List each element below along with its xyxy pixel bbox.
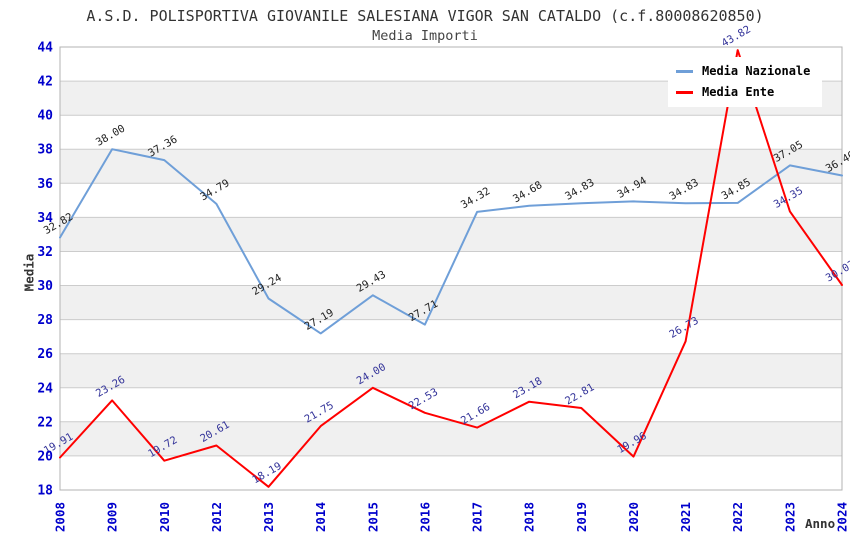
x-tick-label: 2008	[53, 502, 68, 532]
x-tick-label: 2015	[365, 502, 380, 532]
plot-band	[60, 149, 842, 184]
plot-band	[60, 455, 842, 490]
legend: Media Nazionale Media Ente	[668, 57, 823, 107]
series-line-media-nazionale	[59, 148, 843, 335]
plot-band	[60, 353, 842, 388]
x-tick-label: 2022	[730, 502, 745, 532]
x-tick-label: 2012	[209, 502, 224, 532]
plot-band	[60, 217, 842, 252]
x-tick-label: 2020	[626, 502, 641, 532]
y-tick-label: 44	[37, 41, 53, 56]
legend-item-media-nazionale: Media Nazionale	[676, 64, 810, 78]
x-tick-label: 2021	[678, 502, 693, 532]
legend-label: Media Ente	[702, 85, 775, 99]
data-label: 43.82	[720, 23, 753, 49]
x-tick-label: 2014	[313, 502, 328, 532]
y-tick-label: 38	[37, 143, 53, 158]
plot-band	[60, 421, 842, 456]
plot-band	[60, 115, 842, 150]
x-tick-label: 2023	[782, 502, 797, 532]
y-tick-label: 36	[37, 177, 53, 192]
y-tick-label: 40	[37, 109, 53, 124]
y-tick-label: 34	[37, 211, 53, 226]
x-tick-label: 2019	[574, 502, 589, 532]
legend-swatch-blue-line-icon	[676, 69, 693, 73]
x-tick-label: 2016	[417, 502, 432, 532]
chart-title: A.S.D. POLISPORTIVA GIOVANILE SALESIANA …	[86, 7, 764, 25]
y-tick-label: 32	[37, 245, 53, 260]
x-tick-label: 2017	[470, 502, 485, 532]
series-line-media-ente	[59, 49, 843, 488]
x-tick-label: 2013	[261, 502, 276, 532]
plot-border	[59, 46, 843, 491]
y-tick-label: 22	[37, 415, 53, 430]
x-tick-label: 2009	[105, 502, 120, 532]
plot-band	[60, 387, 842, 422]
chart-subtitle: Media Importi	[372, 28, 478, 44]
y-tick-label: 20	[37, 449, 53, 464]
y-tick-label: 26	[37, 347, 53, 362]
legend-label: Media Nazionale	[702, 64, 811, 78]
plot-band	[60, 319, 842, 354]
y-tick-label: 24	[37, 381, 53, 396]
legend-item-media-ente: Media Ente	[676, 85, 810, 99]
legend-swatch-red-line-icon	[676, 90, 693, 94]
y-tick-label: 28	[37, 313, 53, 328]
y-tick-label: 30	[37, 279, 53, 294]
x-tick-label: 2024	[835, 502, 850, 532]
y-tick-label: 18	[37, 484, 53, 499]
x-axis-title: Anno	[805, 516, 836, 531]
plot-band	[60, 285, 842, 320]
x-tick-label: 2018	[522, 502, 537, 532]
y-tick-label: 42	[37, 75, 53, 90]
x-tick-label: 2010	[157, 502, 172, 532]
